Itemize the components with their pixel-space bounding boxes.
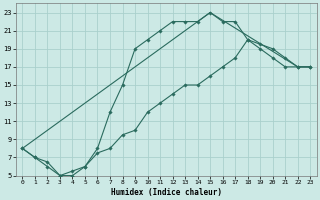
X-axis label: Humidex (Indice chaleur): Humidex (Indice chaleur) xyxy=(111,188,222,197)
